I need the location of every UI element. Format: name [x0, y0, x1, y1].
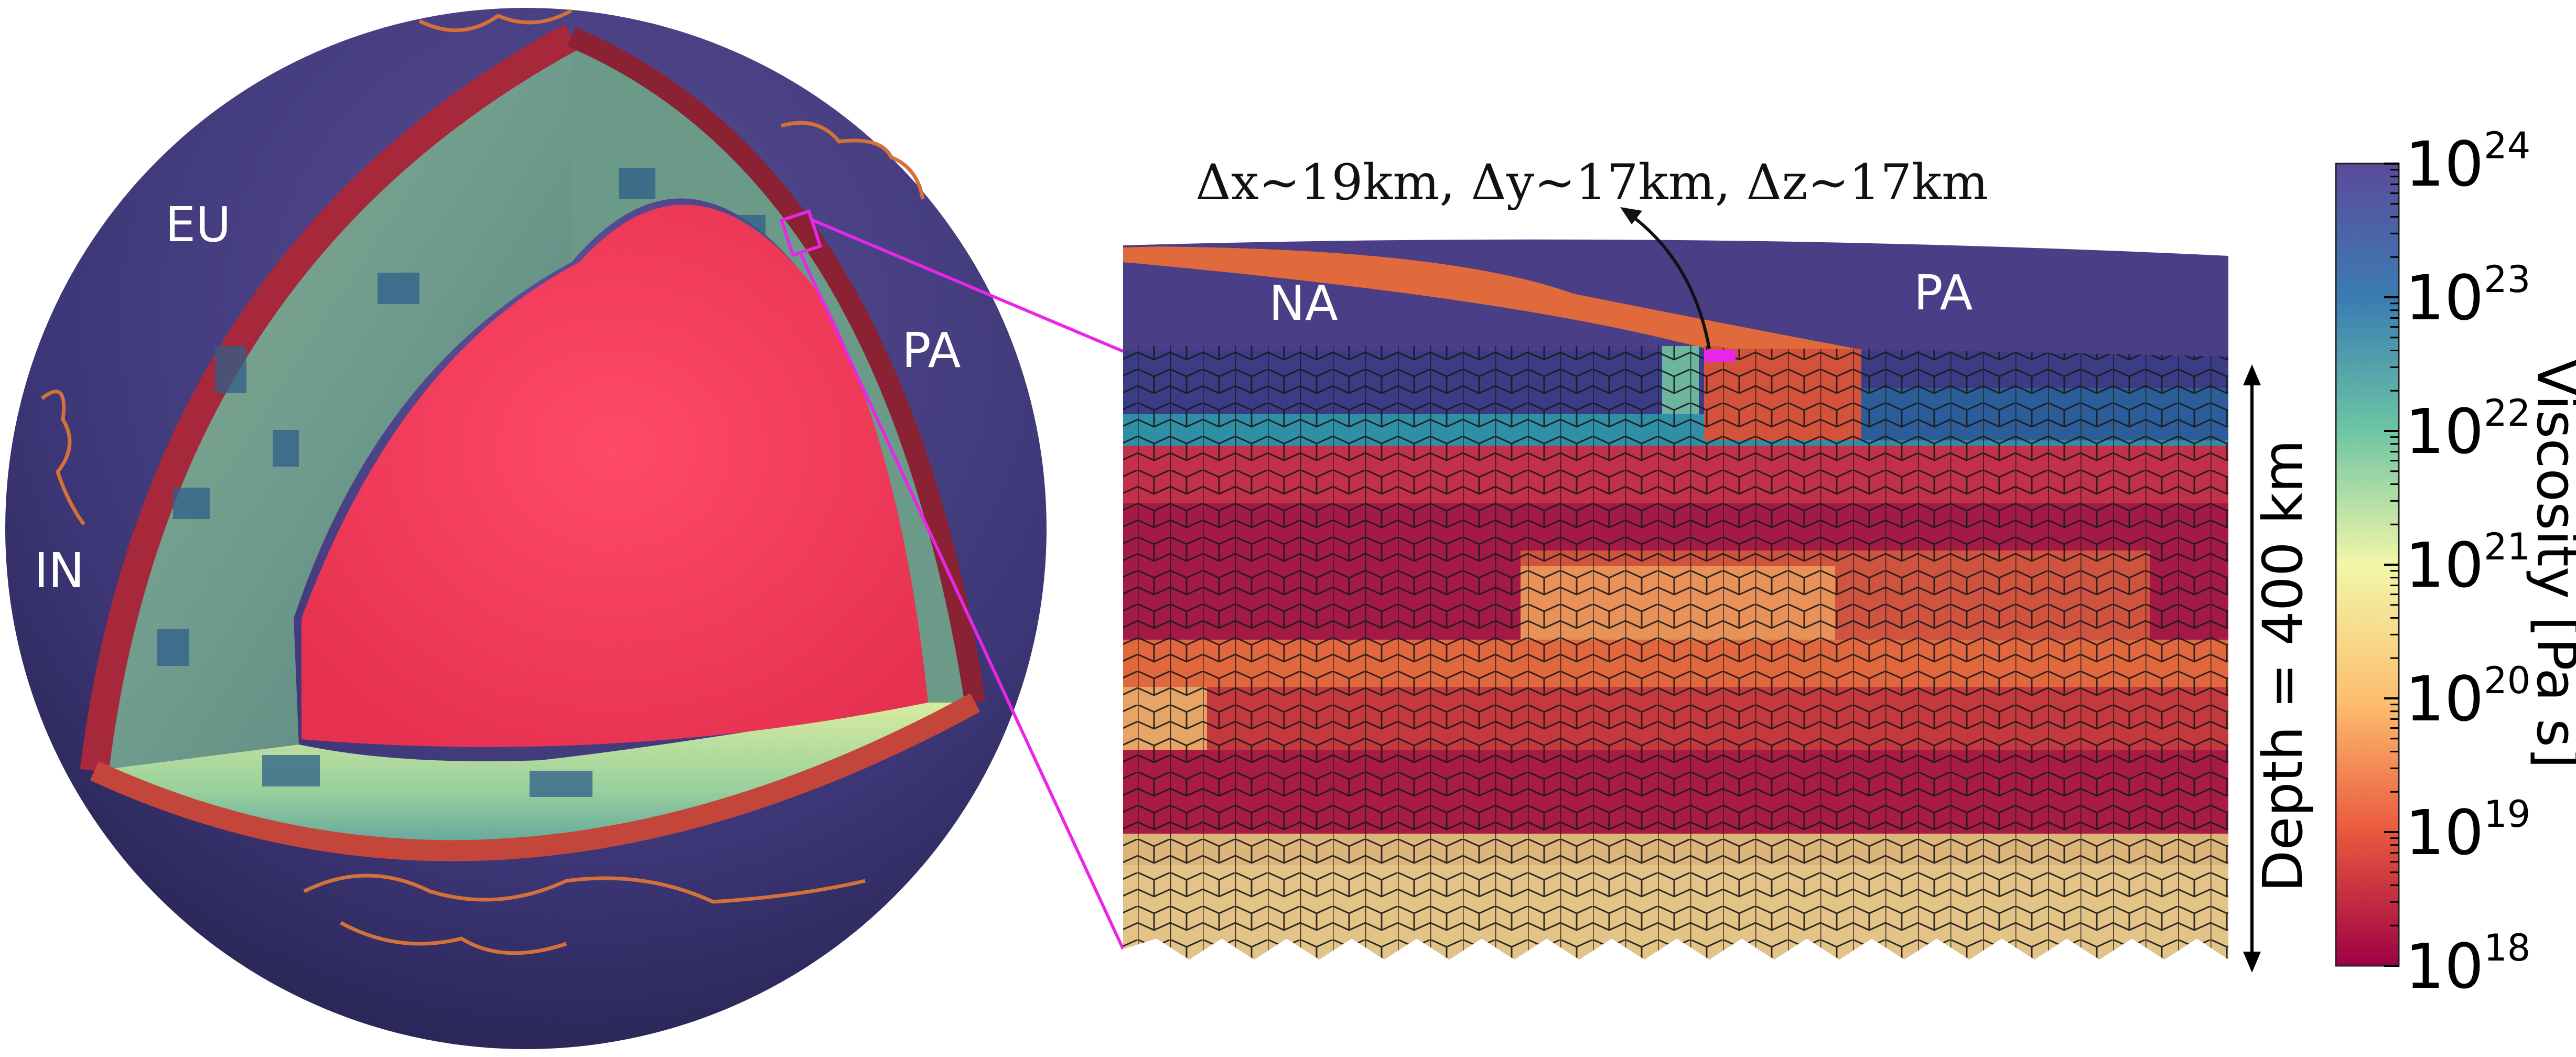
depth-arrow: [2243, 364, 2261, 973]
mantle-anomalies: [157, 168, 849, 797]
section-top-edge: [1123, 239, 2229, 258]
resolution-arrowhead: [1620, 207, 1642, 224]
plate-boundaries: [40, 8, 925, 955]
plate-label-in: IN: [34, 543, 84, 599]
lithosphere-rim: [80, 24, 579, 773]
globe: EU PA IN: [5, 8, 1047, 1049]
colorbar-tick-label: 1020: [2405, 659, 2530, 735]
colorbar: 1024 1023 1022 1021 1020 1019 1018: [2335, 124, 2530, 1002]
colorbar-tick-label: 1021: [2405, 525, 2530, 601]
plate-label-pa: PA: [902, 322, 961, 379]
depth-label: Depth = 400 km: [2251, 439, 2315, 892]
colorbar-tick-label: 1024: [2405, 124, 2530, 200]
plate-label-eu: EU: [165, 197, 231, 253]
colorbar-title: Viscosity [Pa s]: [2525, 359, 2576, 768]
lithosphere-rim-right: [567, 27, 986, 705]
floor-rim: [90, 693, 980, 861]
section-label-pa: PA: [1914, 265, 1973, 321]
zoom-connector-lines: [798, 219, 1125, 950]
section-label-na: NA: [1269, 275, 1338, 331]
colorbar-tick-label: 1019: [2405, 793, 2530, 869]
resolution-label: Δx~19km, Δy~17km, Δz~17km: [1195, 154, 1988, 211]
cross-section: [1123, 240, 2228, 959]
highlight-element: [1704, 350, 1736, 362]
colorbar-tick-label: 1018: [2405, 926, 2530, 1002]
mantle-left-wall: [94, 37, 572, 771]
colorbar-tick-label: 1022: [2405, 392, 2530, 468]
resolution-arrow: [1630, 213, 1711, 349]
outer-core: [301, 204, 928, 747]
zoom-box: [779, 209, 823, 257]
colorbar-ticks: 1024 1023 1022 1021 1020 1019 1018: [2384, 124, 2530, 1002]
colorbar-tick-label: 1023: [2405, 258, 2530, 334]
mantle-right-wall: [572, 37, 975, 703]
